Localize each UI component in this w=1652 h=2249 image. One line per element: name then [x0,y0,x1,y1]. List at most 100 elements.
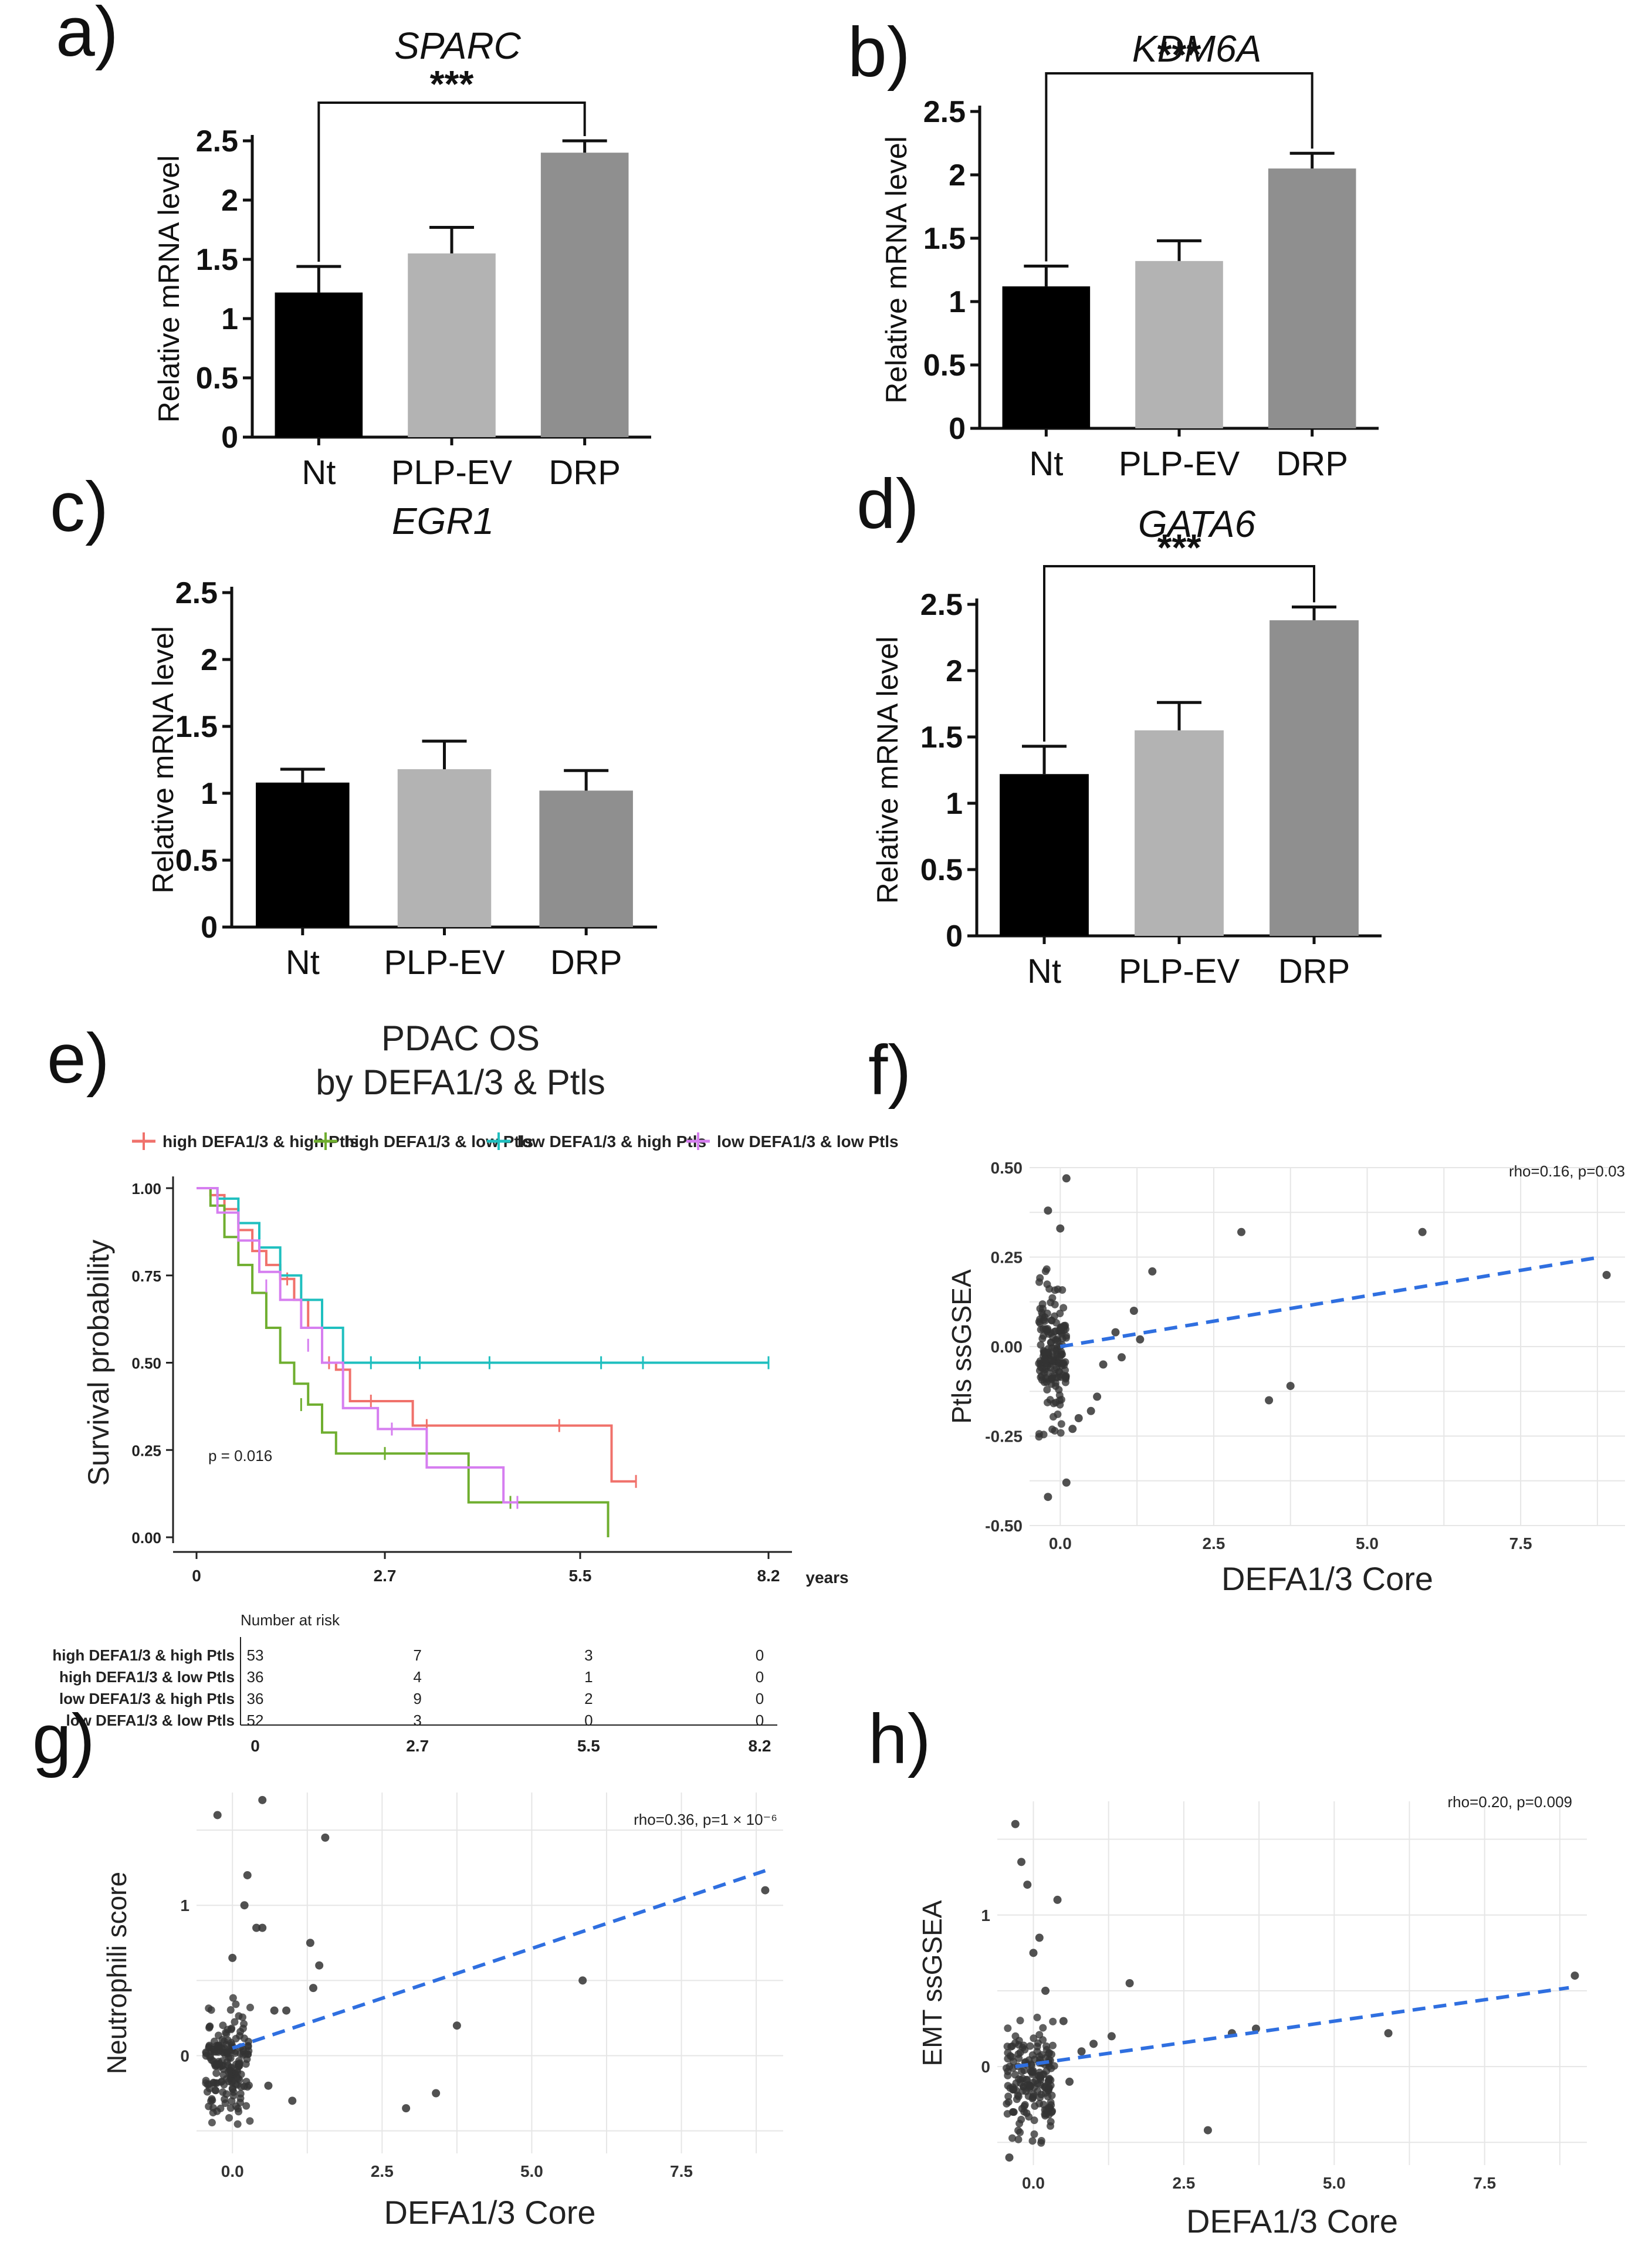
x-tick-label: 5.0 [520,2162,543,2180]
data-point [1062,1372,1070,1380]
y-tick-label: 0.5 [923,349,966,383]
panel-label-h: h) [868,1700,931,1778]
data-point [1045,2075,1054,2083]
data-point [1036,1274,1044,1282]
x-tick-label: 5.0 [1323,2174,1346,2192]
data-point [244,2037,252,2045]
bar-Nt [275,292,363,437]
data-point [1020,2102,1028,2111]
bar-chart-d: d) GATA6 0 0.5 1 1.5 2 2.5 Relative mRNA level Nt… [857,465,1382,990]
data-point [1035,1933,1044,1942]
category-label: PLP-EV [384,943,505,982]
data-point [1035,1359,1043,1368]
data-point [1047,2064,1055,2072]
data-point [1045,2048,1053,2057]
bar-DRP [1270,620,1359,936]
category-label: PLP-EV [1119,445,1240,483]
data-point [258,1795,267,1804]
chart-title-b: KDM6A [1132,28,1262,70]
data-point [1036,2081,1044,2089]
x-axis-label-h: DEFA1/3 Core [1186,2203,1398,2240]
data-point [224,2068,232,2076]
x-tick-label: 5.0 [1356,1534,1379,1553]
data-point [288,2096,297,2105]
data-point [245,2047,253,2055]
data-point [240,1901,249,1910]
data-point [1041,1317,1049,1325]
risk-table-value: 9 [413,1690,421,1707]
risk-table-row-label: high DEFA1/3 & low Ptls [59,1668,235,1686]
bar-DRP [539,790,633,927]
x-tick-label: 7.5 [1473,2174,1496,2192]
data-point [1004,2024,1012,2032]
data-point [216,2104,225,2112]
legend-label: low DEFA1/3 & high Ptls [517,1132,706,1151]
data-point [1017,1858,1026,1866]
y-tick-label: 0.5 [920,853,963,887]
data-point [222,2090,231,2098]
y-tick-label: 1.5 [175,710,218,744]
data-point [238,2013,246,2021]
risk-table-value: 52 [247,1712,264,1729]
y-axis-label-c: Relative mRNA level [147,626,180,894]
data-point [1011,2039,1019,2047]
km-x-tick-label: 8.2 [757,1567,780,1585]
data-point [1004,2098,1013,2106]
data-point [1037,1341,1045,1349]
risk-table-value: 2 [584,1690,593,1707]
data-point [1136,1335,1145,1344]
data-point [1129,1307,1138,1315]
km-x-tick-label: 2.7 [374,1567,397,1585]
correlation-annotation-h: rho=0.20, p=0.009 [1447,1793,1572,1811]
km-y-tick-label: 0.50 [131,1355,161,1372]
bar-PLP-EV [397,769,492,927]
data-point [206,2022,214,2030]
data-point [1031,2102,1039,2110]
risk-table-value: 4 [413,1668,421,1686]
data-point [1265,1396,1274,1405]
data-point [229,2088,238,2096]
km-x-axis-label: years [805,1568,848,1587]
risk-table-row-label: high DEFA1/3 & high Ptls [52,1646,235,1664]
data-point [1041,1986,1050,1995]
x-axis-label-f: DEFA1/3 Core [1221,1560,1433,1597]
data-point [1038,1334,1047,1342]
panel-label-f: f) [868,1031,911,1110]
data-point [1049,2017,1057,2025]
data-point [1086,1406,1095,1415]
data-point [236,2094,245,2102]
y-tick-label: 2.5 [196,124,238,158]
risk-table-value: 0 [584,1712,593,1729]
data-point [206,2054,214,2062]
data-point [1060,1361,1068,1369]
data-point [205,2004,213,2013]
y-axis-label-a: Relative mRNA level [153,155,185,423]
data-point [1057,1429,1065,1437]
data-point [229,1994,237,2002]
category-label: PLP-EV [391,454,513,492]
risk-table-time: 8.2 [749,1737,771,1755]
data-point [1034,2088,1042,2096]
data-point [1047,2108,1056,2116]
data-point [1011,1820,1020,1828]
data-point [242,2060,250,2068]
data-point [1057,1395,1065,1403]
significance-bracket [1045,72,1314,262]
risk-table-value: 3 [413,1712,421,1729]
y-tick-label: 0.50 [991,1159,1023,1177]
data-point [1038,1372,1046,1380]
data-point [1044,1493,1052,1501]
data-point [270,2006,279,2015]
data-point [1015,2054,1023,2062]
data-point [252,1923,261,1932]
data-point [236,2028,245,2036]
data-point [232,2035,240,2043]
risk-table-time: 0 [250,1737,260,1755]
x-tick-label: 2.5 [371,2162,394,2180]
km-y-tick-label: 0.75 [131,1267,161,1285]
data-point [1013,2095,1021,2103]
data-point [1028,2137,1037,2145]
data-point [228,2077,236,2085]
data-point [1055,1368,1064,1376]
